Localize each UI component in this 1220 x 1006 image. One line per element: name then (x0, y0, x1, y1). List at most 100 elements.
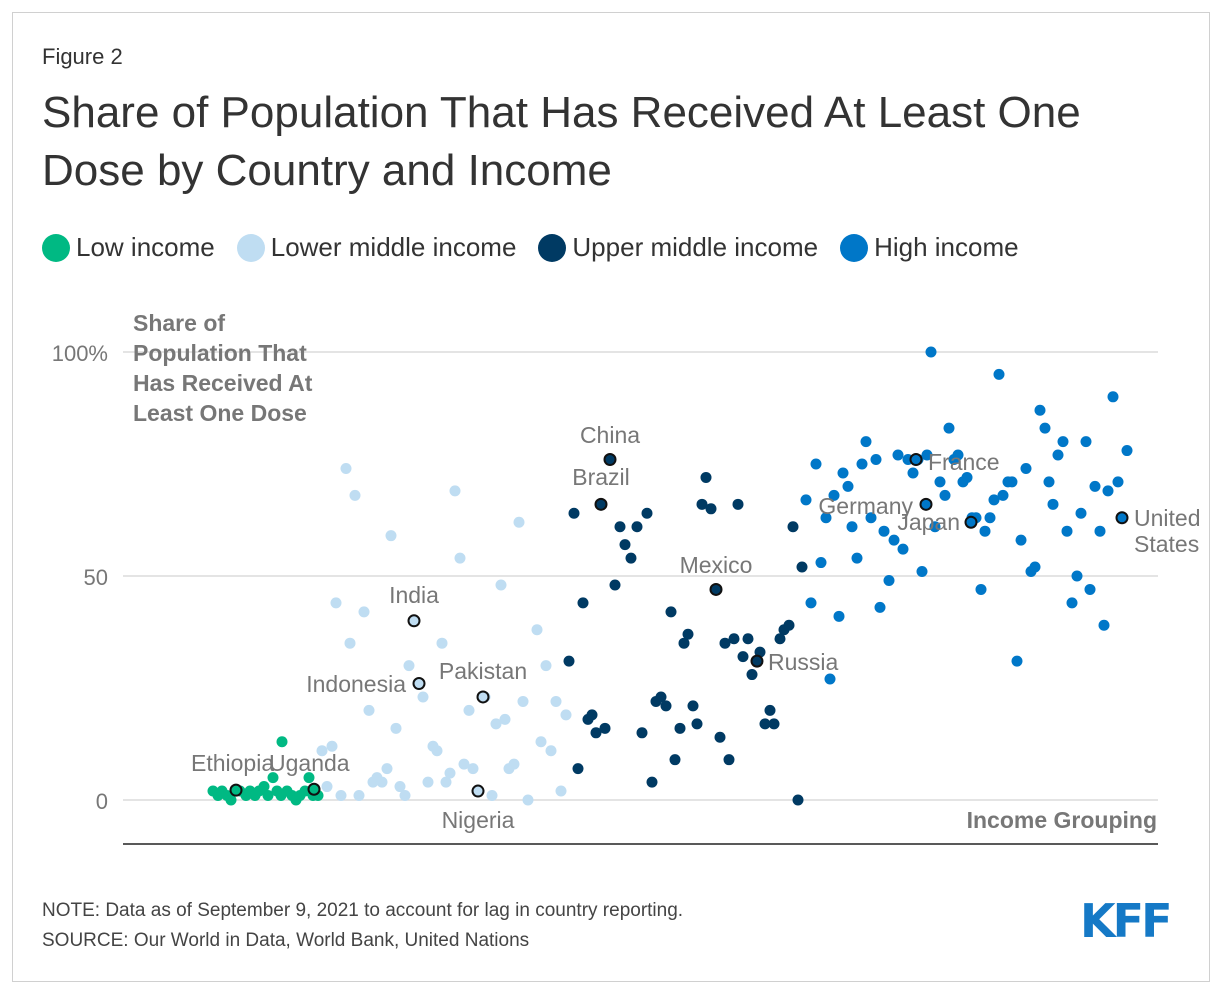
data-point (545, 745, 557, 757)
country-marker-russia (750, 654, 764, 668)
country-label-nigeria: Nigeria (442, 807, 515, 833)
chart-notes: NOTE: Data as of September 9, 2021 to ac… (42, 896, 683, 956)
legend-label-high-income: High income (874, 232, 1019, 262)
data-point (696, 498, 708, 510)
legend-swatch-high-income (840, 233, 869, 262)
data-point (572, 763, 584, 775)
data-point (631, 521, 643, 533)
data-point (800, 494, 812, 506)
data-point (916, 566, 928, 578)
data-point (934, 476, 946, 488)
legend-item-upper-middle-income: Upper middle income (538, 232, 818, 263)
data-point (682, 628, 694, 640)
data-point (723, 754, 735, 766)
data-point (358, 606, 370, 618)
data-point (687, 700, 699, 712)
data-point (467, 763, 479, 775)
data-point (262, 790, 274, 802)
data-point (577, 597, 589, 609)
data-point (422, 776, 434, 788)
data-point (993, 368, 1005, 380)
data-point (376, 776, 388, 788)
country-label-indonesia: Indonesia (306, 671, 406, 697)
data-point (732, 498, 744, 510)
legend-swatch-lower-middle-income (236, 233, 265, 262)
data-point (678, 637, 690, 649)
chart-legend: Low income Lower middle income Upper mid… (42, 232, 1041, 263)
data-point (349, 489, 361, 501)
data-point (828, 489, 840, 501)
figure-frame (12, 12, 1210, 982)
data-point (897, 543, 909, 555)
data-point (1006, 476, 1018, 488)
x-axis-title: Income Grouping (967, 807, 1157, 833)
data-point (1061, 525, 1073, 537)
data-point (486, 790, 498, 802)
legend-swatch-low-income (42, 233, 70, 262)
data-point (636, 727, 648, 739)
data-point (929, 521, 941, 533)
data-point (728, 633, 740, 645)
legend-item-low-income: Low income (42, 232, 215, 263)
data-point (316, 745, 328, 757)
data-point (975, 583, 987, 595)
data-point (276, 736, 288, 748)
data-point (1080, 436, 1092, 448)
country-marker-indonesia (412, 677, 426, 691)
data-point (842, 480, 854, 492)
country-label-france: France (928, 449, 1000, 475)
data-point (883, 574, 895, 586)
data-point (925, 346, 937, 358)
data-point (449, 485, 461, 497)
data-point (641, 507, 653, 519)
data-point (417, 691, 429, 703)
data-point (499, 713, 511, 725)
figure-eyebrow: Figure 2 (42, 44, 123, 69)
data-point (1098, 619, 1110, 631)
data-point (326, 740, 338, 752)
chart-title: Share of Population That Has Received At… (42, 88, 1081, 195)
data-point (1057, 436, 1069, 448)
data-point (810, 458, 822, 470)
data-point (705, 503, 717, 515)
y-axis-title-line: Has Received At (133, 370, 313, 396)
data-point (1043, 476, 1055, 488)
data-point (522, 794, 534, 806)
data-point (403, 660, 415, 672)
data-point (837, 467, 849, 479)
data-point (952, 449, 964, 461)
data-point (444, 767, 456, 779)
data-point (1084, 583, 1096, 595)
data-point (563, 655, 575, 667)
data-point (1071, 570, 1083, 582)
y-tick-label: 0 (96, 789, 108, 814)
country-marker-pakistan (476, 690, 490, 704)
data-point (335, 790, 347, 802)
legend-label-upper-middle-income: Upper middle income (572, 232, 819, 262)
data-point (759, 718, 771, 730)
legend-item-lower-middle-income: Lower middle income (236, 232, 516, 263)
data-point (1039, 422, 1051, 434)
data-point (344, 637, 356, 649)
data-point (399, 790, 411, 802)
data-point (609, 579, 621, 591)
kff-logo: KFF (1080, 894, 1172, 948)
data-point (540, 660, 552, 672)
data-point (440, 776, 452, 788)
data-point (737, 651, 749, 663)
data-point (774, 633, 786, 645)
data-point (979, 525, 991, 537)
data-point (517, 695, 529, 707)
data-point (796, 561, 808, 573)
country-label-japan: Japan (897, 509, 960, 535)
data-point (1011, 655, 1023, 667)
data-point (340, 462, 352, 474)
data-point (1029, 561, 1041, 573)
data-point (454, 552, 466, 564)
country-marker-japan (964, 515, 978, 529)
data-point (1075, 507, 1087, 519)
data-point (555, 785, 567, 797)
data-point (586, 709, 598, 721)
country-label-mexico: Mexico (680, 552, 753, 578)
data-point (714, 731, 726, 743)
